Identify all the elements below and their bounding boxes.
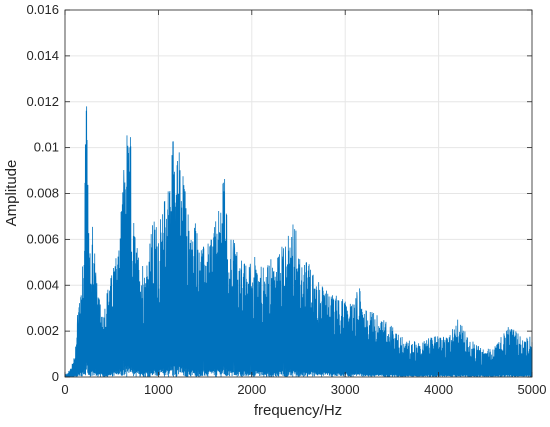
- x-tick-label: 1000: [144, 382, 173, 397]
- y-tick-label: 0.002: [26, 323, 59, 338]
- y-axis-title: Amplitude: [3, 160, 20, 227]
- x-tick-label: 2000: [237, 382, 266, 397]
- y-tick-label: 0: [52, 369, 59, 384]
- y-tick-label: 0.006: [26, 231, 59, 246]
- y-tick-label: 0.008: [26, 186, 59, 201]
- x-tick-label: 4000: [424, 382, 453, 397]
- tick-layer: [64, 9, 533, 378]
- y-tick-label: 0.012: [26, 94, 59, 109]
- x-axis-title: frequency/Hz: [254, 402, 342, 419]
- x-tick-label: 0: [61, 382, 68, 397]
- tick-label-layer: 0 1000 2000 3000 4000 5000 0 0.002 0.004 0.006 0.0…: [26, 2, 546, 397]
- x-tick-label: 3000: [331, 382, 360, 397]
- y-tick-label: 0.01: [34, 140, 59, 155]
- y-tick-label: 0.004: [26, 277, 59, 292]
- y-tick-label: 0.016: [26, 2, 59, 17]
- y-tick-label: 0.014: [26, 48, 59, 63]
- x-tick-label: 5000: [518, 382, 547, 397]
- series-line-amplitude-spectrum: [64, 106, 533, 378]
